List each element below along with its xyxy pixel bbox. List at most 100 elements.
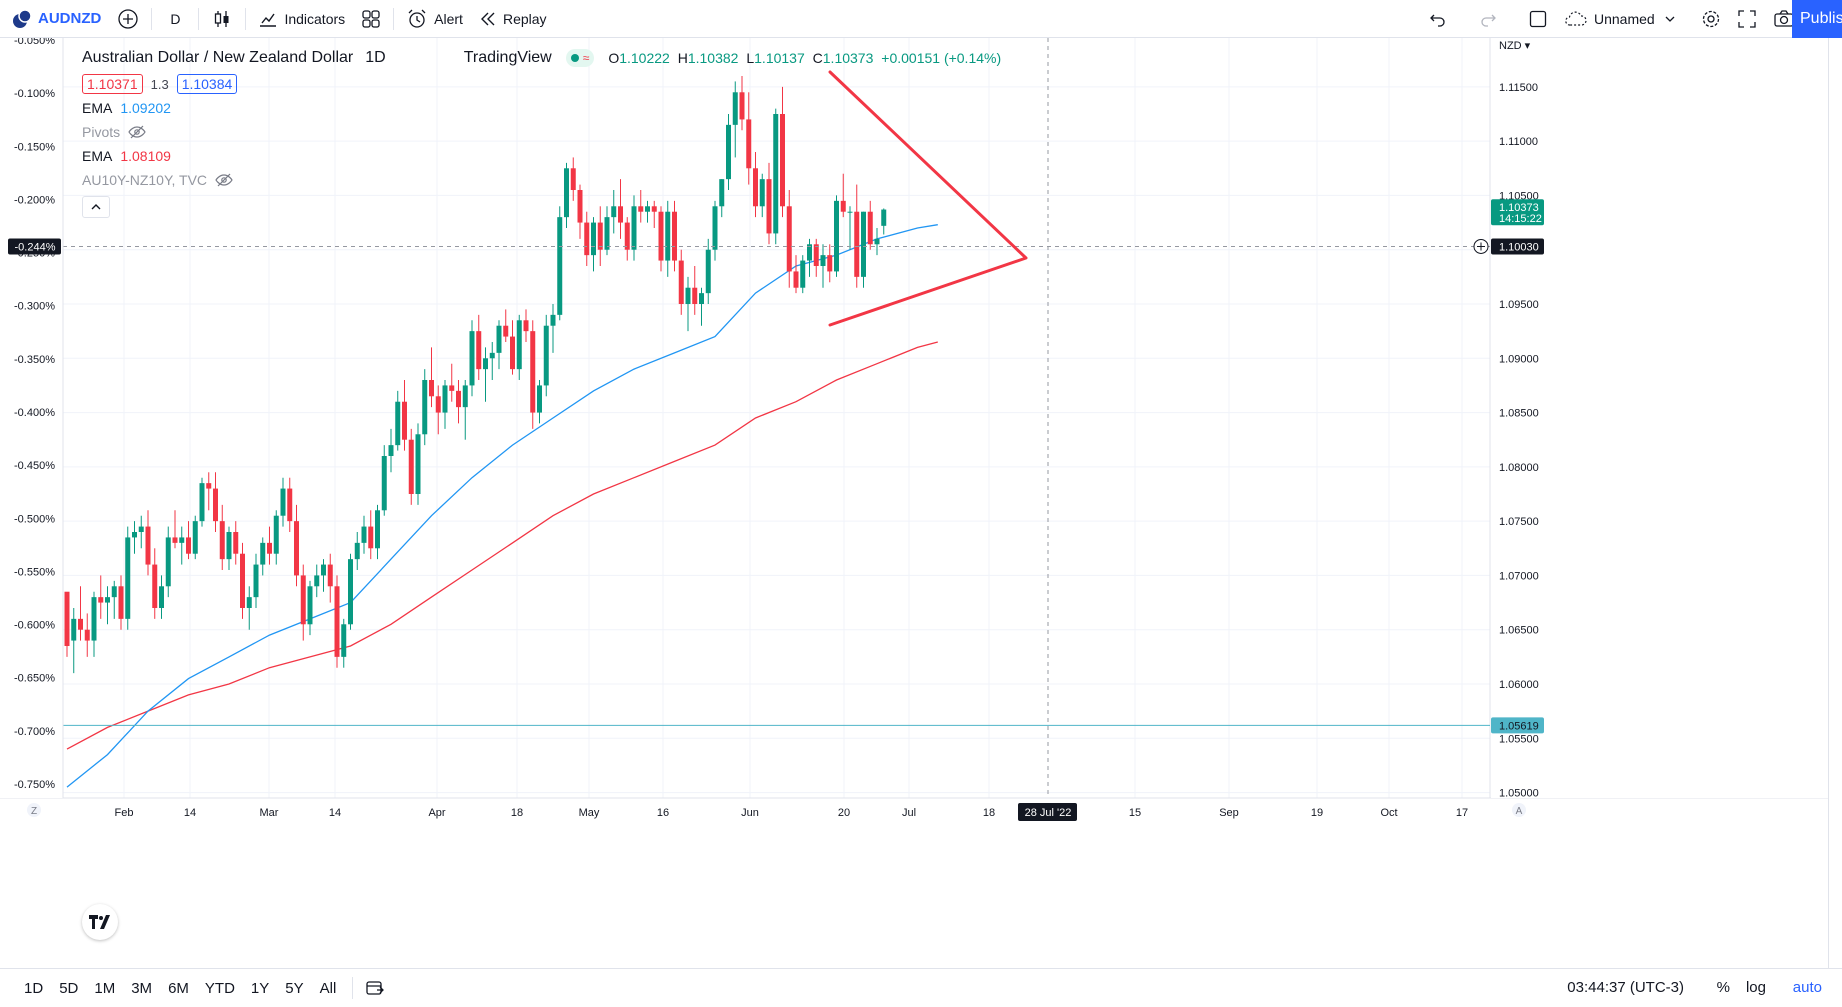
sell-price-button[interactable]: 1.10371: [82, 74, 143, 94]
candle: [98, 575, 104, 619]
left-axis-tick: -0.700%: [14, 726, 55, 738]
candle: [631, 195, 637, 261]
legend-collapse-button[interactable]: [82, 196, 110, 218]
candle: [192, 515, 198, 560]
publish-label: Publis: [1800, 10, 1842, 27]
candle: [294, 504, 299, 587]
buy-price-button[interactable]: 1.10384: [176, 74, 238, 94]
replay-button[interactable]: Replay: [471, 0, 555, 38]
range-button-1m[interactable]: 1M: [94, 979, 116, 997]
eye-hidden-icon[interactable]: [215, 173, 233, 187]
left-price-axis[interactable]: -0.050%-0.100%-0.150%-0.200%-0.250%-0.30…: [0, 35, 64, 798]
chart-canvas[interactable]: -0.050%-0.100%-0.150%-0.200%-0.250%-0.30…: [0, 35, 1842, 968]
candle-body: [638, 206, 644, 212]
candle: [226, 526, 232, 570]
range-button-1d[interactable]: 1D: [24, 979, 44, 997]
time-axis-label: Jul: [902, 807, 916, 819]
settings-button[interactable]: [1693, 0, 1729, 38]
candle: [503, 309, 509, 342]
cloud-icon: [1565, 11, 1587, 26]
candle-body: [496, 325, 502, 353]
chart-type-button[interactable]: [203, 0, 241, 38]
candle: [186, 521, 191, 560]
candle-body: [645, 206, 650, 212]
templates-button[interactable]: [353, 0, 389, 38]
right-price-axis[interactable]: NZD ▾1.115001.110001.105001.100001.09500…: [1473, 38, 1828, 800]
candle-body: [78, 618, 83, 630]
candle-body: [530, 331, 536, 413]
undo-button[interactable]: [1420, 0, 1456, 38]
redo-button[interactable]: [1470, 0, 1506, 38]
candle: [159, 575, 164, 619]
layout-select-button[interactable]: [1520, 0, 1556, 38]
candle-body: [165, 537, 171, 587]
candle-body: [543, 325, 549, 386]
auto-scale-toggle[interactable]: auto: [1792, 979, 1822, 996]
legend-symbol-name[interactable]: Australian Dollar / New Zealand Dollar: [82, 49, 354, 66]
auto-scale-icon[interactable]: [1512, 803, 1526, 817]
candle: [462, 380, 468, 440]
candle: [348, 553, 353, 630]
left-axis-tick: -0.150%: [14, 141, 55, 153]
candle-body: [118, 586, 124, 619]
tradingview-logo[interactable]: [82, 904, 118, 940]
candle-body: [786, 206, 792, 272]
candle-body: [206, 483, 212, 489]
legend-indicator-ema-slow[interactable]: EMA 1.08109: [82, 148, 171, 164]
percent-scale-toggle[interactable]: %: [1716, 979, 1730, 996]
range-button-all[interactable]: All: [319, 979, 337, 997]
legend-indicator-pivots[interactable]: Pivots: [82, 120, 1001, 144]
candle: [847, 206, 853, 250]
alert-button[interactable]: Alert: [398, 0, 471, 38]
indicators-icon: [260, 13, 277, 27]
left-axis-tick: -0.600%: [14, 620, 55, 632]
candle-body: [192, 521, 198, 554]
chart-area[interactable]: -0.050%-0.100%-0.150%-0.200%-0.250%-0.30…: [0, 35, 1842, 968]
candle-body: [267, 542, 272, 554]
candle-body: [793, 271, 799, 288]
log-scale-toggle[interactable]: log: [1745, 979, 1766, 996]
top-toolbar: AUDNZD D Indicators Alert Replay: [0, 0, 1842, 38]
range-button-5y[interactable]: 5Y: [285, 979, 304, 997]
eye-hidden-icon[interactable]: [128, 125, 146, 139]
symbol-search[interactable]: AUDNZD: [0, 0, 109, 38]
timezone-clock[interactable]: 03:44:37 (UTC-3): [1567, 979, 1684, 996]
fullscreen-button[interactable]: [1729, 0, 1765, 38]
legend-indicator-spread[interactable]: AU10Y-NZ10Y, TVC: [82, 168, 1001, 192]
candle-body: [84, 629, 90, 641]
candle-body: [570, 168, 576, 190]
right-axis-tick: 1.09500: [1499, 299, 1539, 311]
right-sidebar-strip[interactable]: [1828, 38, 1842, 968]
candle-body: [307, 586, 313, 625]
candle: [118, 575, 124, 630]
compare-button[interactable]: [109, 0, 147, 38]
layout-name-button[interactable]: Unnamed: [1556, 0, 1685, 38]
range-button-1y[interactable]: 1Y: [250, 979, 270, 997]
candle: [516, 314, 522, 380]
goto-date-button[interactable]: [357, 969, 393, 1007]
legend-indicator-ema-fast[interactable]: EMA 1.09202: [82, 100, 171, 116]
triangle-drawing[interactable]: [828, 70, 1028, 327]
time-axis[interactable]: Feb 14 Mar 14 Apr 18 May 16 Jun 20 Jul 18 15 Sep 19 Oct…: [0, 799, 1828, 968]
range-button-3m[interactable]: 3M: [131, 979, 153, 997]
zoom-reset-icon[interactable]: [27, 803, 41, 817]
candle-body: [611, 206, 617, 218]
candle-body: [71, 618, 77, 641]
ema-slow-line: [66, 341, 938, 750]
range-button-ytd[interactable]: YTD: [204, 979, 235, 997]
candle-body: [395, 401, 401, 446]
range-button-6m[interactable]: 6M: [168, 979, 189, 997]
candle: [591, 217, 596, 272]
candle: [125, 526, 131, 630]
candle: [280, 477, 286, 527]
range-button-5d[interactable]: 5D: [59, 979, 79, 997]
interval-button[interactable]: D: [156, 0, 194, 38]
publish-button[interactable]: Publis: [1792, 0, 1842, 38]
indicators-button[interactable]: Indicators: [250, 0, 353, 38]
hline-price-label: 1.05619: [1499, 720, 1539, 732]
candle: [854, 184, 860, 288]
candle-body: [145, 526, 151, 565]
time-axis-label: 18: [983, 807, 995, 819]
candle-body: [294, 521, 299, 576]
market-status-icon[interactable]: ≈: [565, 49, 595, 67]
